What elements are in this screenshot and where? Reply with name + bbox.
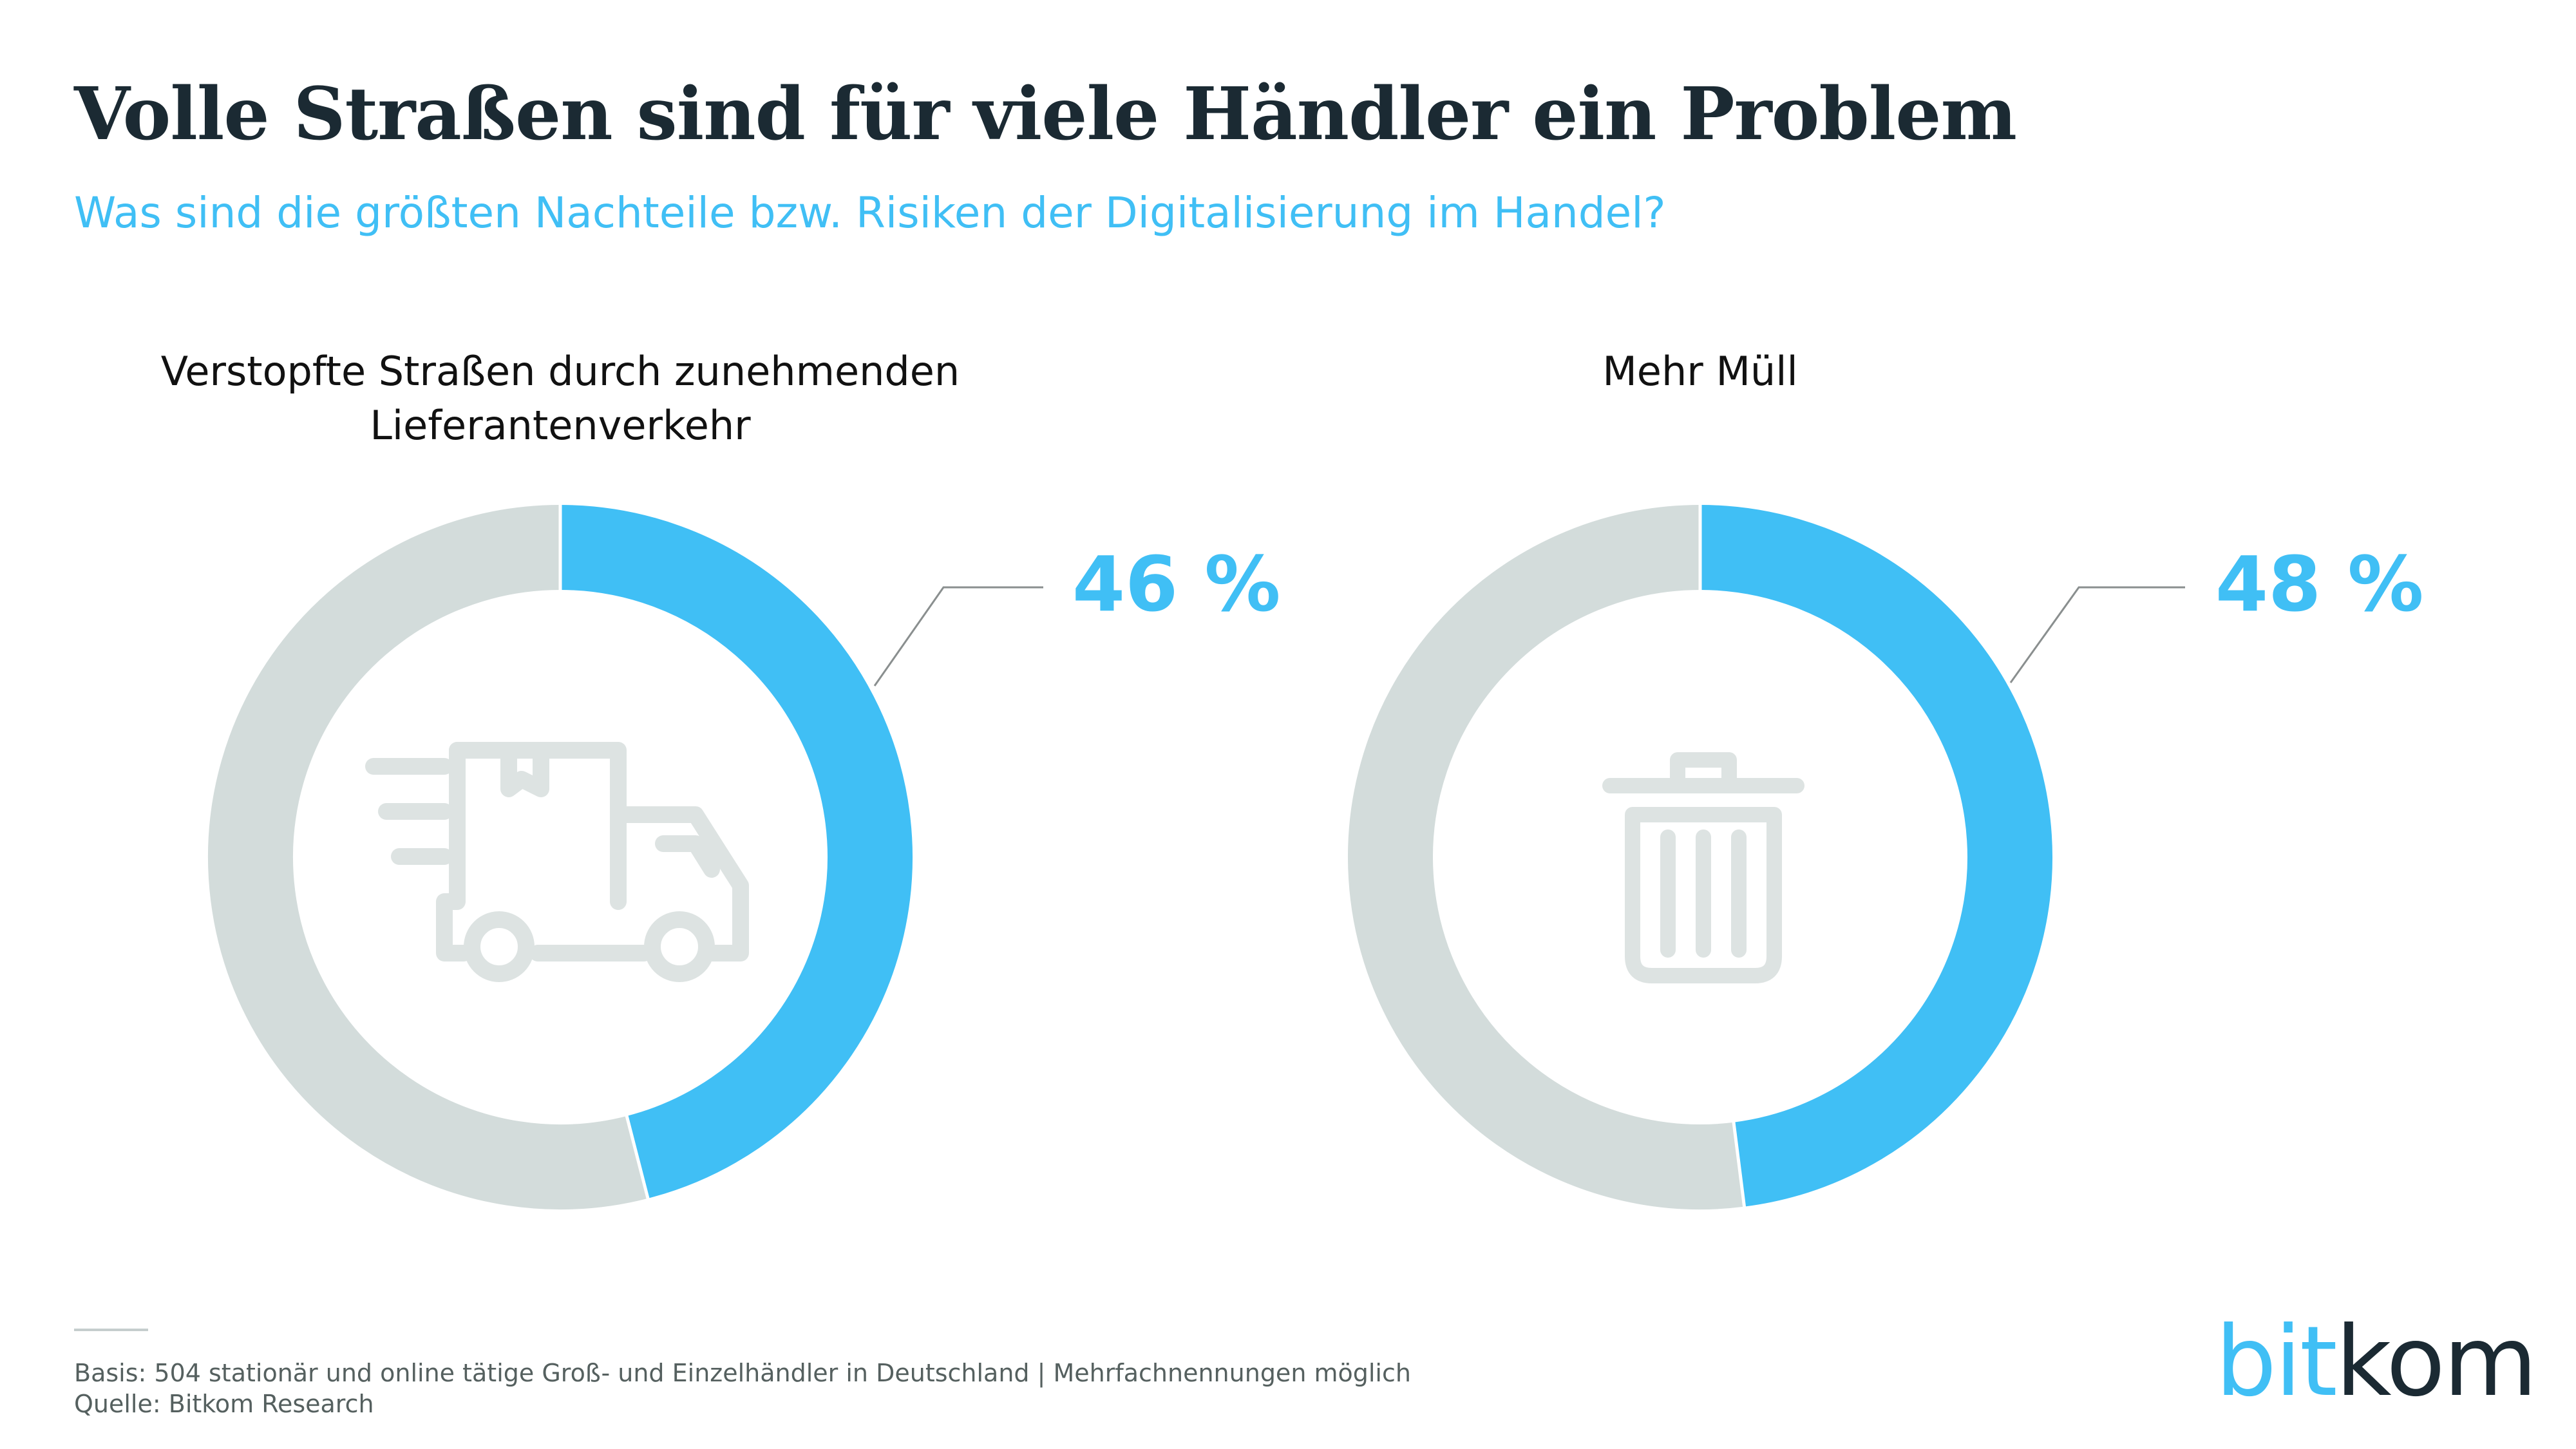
bitkom-logo: bitkom [2215,1314,2537,1410]
trash-can-icon [1602,752,1804,983]
donut-chart-traffic: 46 % Verstopfte Straßen durch zunehmenden… [161,348,1281,1209]
donut-remainder-arc [208,505,648,1209]
footer-basis: Basis: 504 stationär und online tätige G… [74,1359,1411,1387]
logo-part-kom: kom [2335,1306,2537,1418]
logo-part-bit: bit [2215,1306,2338,1418]
footer-notes: Basis: 504 stationär und online tätige G… [74,1358,1411,1419]
donut-segment-separator [624,1113,650,1202]
footer-source: Quelle: Bitkom Research [74,1390,374,1418]
leader-line [2009,586,2185,683]
donut-category-label: Lieferantenverkehr [370,402,751,449]
donut-segment-separator [1732,1119,1747,1209]
donut-chart-waste: 48 % Mehr Müll [1348,348,2424,1209]
footer-divider [74,1329,148,1331]
donut-value-label: 46 % [1072,540,1281,629]
donut-value-label: 48 % [2215,540,2424,629]
delivery-truck-icon [365,742,749,982]
donut-category-label: Mehr Müll [1602,348,1797,395]
donut-category-label: Verstopfte Straßen durch zunehmenden [161,348,960,395]
chart-title: Volle Straßen sind für viele Händler ein… [74,72,2017,156]
donut-value-arc [560,505,913,1198]
leader-line [873,586,1043,687]
donut-value-arc [1700,505,2052,1207]
donut-remainder-arc [1348,505,1745,1209]
chart-subtitle: Was sind die größten Nachteile bzw. Risi… [74,188,1666,238]
